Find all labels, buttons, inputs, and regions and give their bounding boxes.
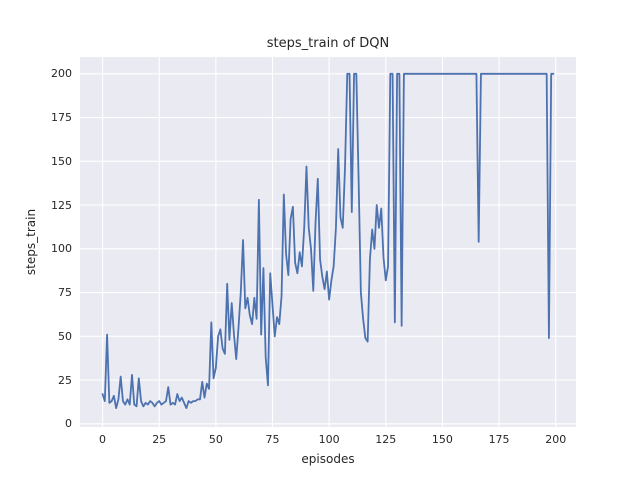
plot-area xyxy=(80,57,576,427)
y-tick-label: 25 xyxy=(58,373,72,387)
x-tick-label: 75 xyxy=(265,433,280,446)
x-tick-label: 125 xyxy=(375,433,397,446)
y-tick-label: 0 xyxy=(65,417,72,431)
y-tick-label: 50 xyxy=(58,329,72,343)
y-tick-label: 200 xyxy=(51,67,72,81)
y-tick-label: 175 xyxy=(51,111,72,125)
x-tick-label: 100 xyxy=(318,433,340,446)
x-tick-label: 0 xyxy=(99,433,107,446)
y-tick-label: 75 xyxy=(58,286,72,300)
y-tick-label: 100 xyxy=(51,242,72,256)
x-tick-label: 50 xyxy=(208,433,223,446)
x-tick-label: 25 xyxy=(152,433,167,446)
y-tick-label: 125 xyxy=(51,198,72,212)
plot-background xyxy=(80,57,576,427)
x-axis-label: episodes xyxy=(301,452,355,466)
x-tick-label: 150 xyxy=(431,433,453,446)
plot-canvas xyxy=(80,57,576,427)
chart-title: steps_train of DQN xyxy=(266,36,390,51)
y-tick-label: 150 xyxy=(51,154,72,168)
x-tick-label: 200 xyxy=(545,433,567,446)
x-tick-label: 175 xyxy=(488,433,510,446)
data-line xyxy=(101,72,555,410)
